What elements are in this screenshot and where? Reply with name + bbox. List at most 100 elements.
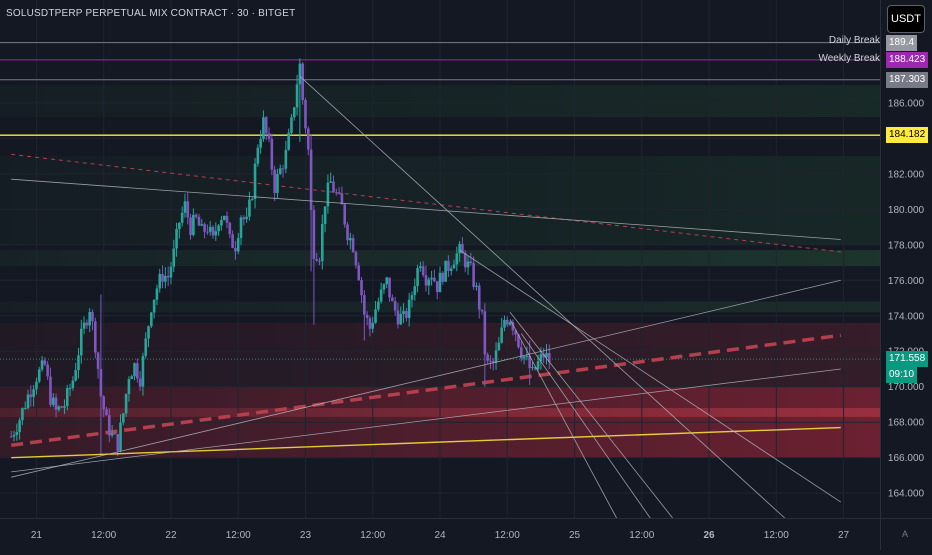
candle-body	[377, 301, 380, 310]
candle-body	[37, 369, 41, 382]
candle-body	[494, 350, 498, 363]
candle-body	[211, 226, 215, 236]
candle-body	[491, 360, 495, 363]
candle-body	[542, 354, 545, 358]
candle-body	[441, 272, 445, 282]
candle-body	[407, 299, 411, 318]
time-tick-label: 26	[703, 530, 715, 541]
candle-body	[264, 117, 268, 134]
candle-body	[326, 182, 330, 207]
candle-body	[413, 286, 417, 296]
candle-body	[225, 215, 229, 223]
price-tick-label: 170.000	[888, 382, 925, 393]
candle-body	[438, 272, 442, 293]
price-tick-label: 178.000	[888, 240, 925, 251]
candle-body	[99, 368, 103, 397]
candle-body	[107, 415, 111, 436]
candle-body	[410, 295, 414, 300]
candle-body	[402, 311, 405, 314]
candle-body	[463, 253, 467, 268]
candle-body	[505, 319, 509, 325]
candle-body	[539, 354, 543, 362]
candle-body	[208, 226, 212, 232]
candle-body	[175, 229, 178, 249]
candle-body	[497, 342, 501, 351]
candle-body	[217, 225, 220, 232]
candle-body	[63, 406, 66, 408]
time-tick-label: 22	[165, 530, 177, 541]
candle-body	[475, 285, 478, 287]
candle-body	[166, 275, 170, 278]
price-tick-label: 168.000	[888, 418, 925, 429]
candle-body	[343, 204, 347, 225]
candle-body	[262, 117, 265, 140]
trend-line	[509, 319, 617, 519]
candle-body	[150, 312, 153, 327]
candle-body	[354, 252, 358, 266]
candle-body	[292, 107, 296, 118]
candle-body	[93, 321, 97, 353]
candle-body	[21, 408, 24, 421]
candle-body	[290, 117, 293, 133]
trend-line	[299, 75, 785, 519]
candle-body	[525, 355, 529, 357]
daily-break-label: Daily Break	[828, 34, 880, 46]
candle-body	[435, 281, 439, 293]
candle-body	[309, 149, 313, 211]
candle-body	[514, 330, 517, 335]
candle-body	[242, 217, 246, 220]
candle-body	[486, 354, 489, 361]
candle-body	[186, 201, 190, 218]
candle-body	[147, 326, 150, 339]
currency-button[interactable]: USDT	[887, 5, 925, 33]
bar-countdown-tag: 09:10	[886, 367, 918, 384]
price-tick-label: 180.000	[888, 205, 925, 216]
candle-body	[455, 253, 459, 265]
candle-body	[116, 434, 120, 451]
candle-body	[337, 192, 341, 194]
candle-body	[231, 234, 234, 248]
candles	[9, 58, 551, 457]
candle-body	[278, 168, 282, 174]
candle-body	[346, 224, 349, 241]
candle-body	[60, 406, 63, 408]
candle-body	[503, 319, 506, 328]
time-tick-label: 12:00	[629, 530, 654, 541]
dashed-trend-line	[11, 153, 841, 253]
candle-body	[427, 279, 431, 286]
candle-body	[385, 277, 389, 285]
price-tick-label: 174.000	[888, 311, 925, 322]
candle-body	[452, 264, 456, 269]
candle-body	[222, 215, 226, 220]
candle-body	[245, 216, 248, 220]
candle-body	[88, 311, 91, 326]
time-tick-label: 12:00	[226, 530, 251, 541]
candle-body	[545, 352, 548, 358]
candle-body	[284, 149, 288, 169]
candle-body	[508, 322, 512, 325]
daily-break-price-tag: 189.4	[886, 34, 918, 51]
candle-body	[477, 285, 481, 310]
candle-body	[421, 266, 425, 276]
candle-body	[267, 133, 271, 140]
candle-body	[393, 301, 397, 311]
candle-body	[49, 376, 52, 405]
candle-body	[379, 289, 383, 302]
yellow-level-price-tag: 184.182	[886, 127, 929, 144]
candle-body	[141, 355, 145, 387]
candle-body	[158, 273, 162, 289]
candle-body	[287, 132, 290, 150]
weekly-break-price-tag: 188.423	[886, 51, 929, 68]
candle-body	[351, 238, 355, 253]
time-tick-label: 12:00	[495, 530, 520, 541]
auto-scale-button[interactable]: A	[902, 529, 909, 539]
candle-body	[102, 396, 105, 410]
candle-body	[91, 311, 94, 322]
candle-body	[374, 309, 377, 323]
candle-body	[68, 387, 72, 389]
candle-body	[399, 313, 403, 325]
last-price-tag: 171.558	[886, 351, 929, 368]
price-tick-label: 182.000	[888, 169, 925, 180]
